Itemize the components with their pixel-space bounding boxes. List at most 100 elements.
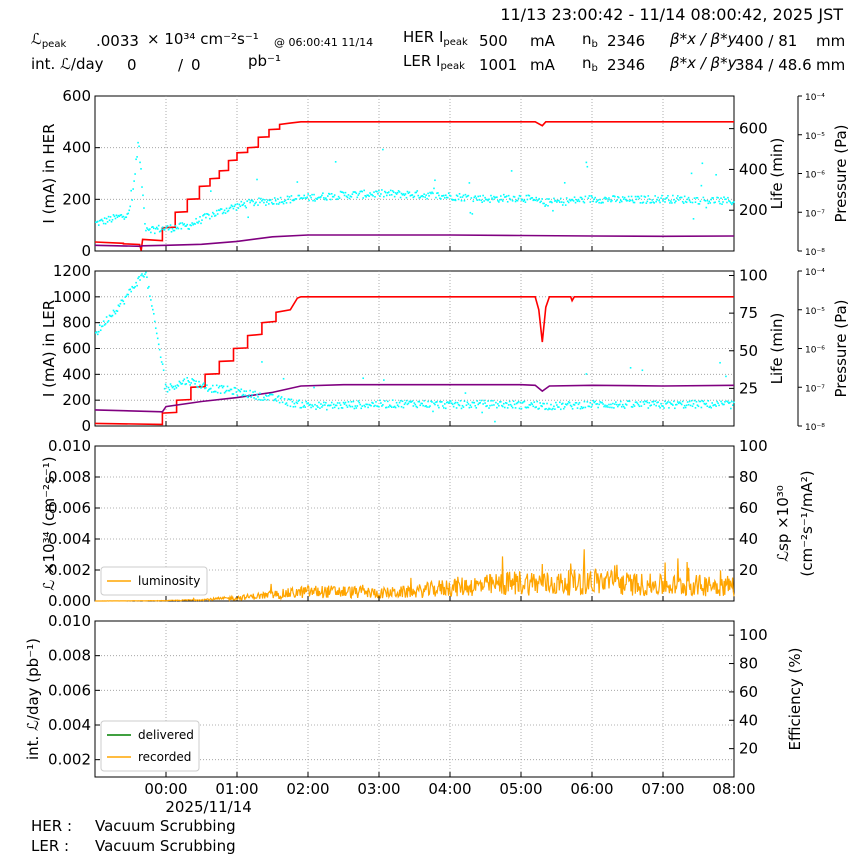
pressure-point bbox=[270, 201, 273, 204]
pressure-point bbox=[658, 199, 660, 202]
pressure-point bbox=[394, 406, 397, 409]
pressure-point bbox=[184, 225, 187, 227]
pressure-point bbox=[239, 205, 242, 208]
pressure-point bbox=[166, 390, 169, 393]
pressure-point bbox=[574, 402, 577, 404]
pressure-point bbox=[471, 213, 474, 215]
pressure-point bbox=[189, 384, 191, 386]
pressure-point bbox=[602, 201, 604, 204]
pressure-point bbox=[639, 401, 642, 403]
pressure-point bbox=[426, 406, 428, 408]
pressure-point bbox=[437, 192, 439, 194]
pressure-point bbox=[236, 203, 239, 205]
pressure-point bbox=[640, 195, 643, 197]
pressure-point bbox=[186, 376, 189, 379]
pressure-point bbox=[577, 198, 580, 201]
pressure-point bbox=[626, 400, 629, 402]
pressure-point bbox=[319, 196, 321, 199]
pressure-point bbox=[573, 404, 576, 406]
pressure-point bbox=[717, 402, 719, 405]
pressure-point bbox=[500, 195, 502, 197]
pressure-point bbox=[458, 404, 461, 407]
pressure-point bbox=[100, 325, 103, 328]
pressure-point bbox=[373, 191, 375, 193]
pressure-point bbox=[480, 399, 482, 402]
pressure-point bbox=[523, 400, 526, 403]
pressure-point bbox=[181, 222, 184, 224]
pressure-point bbox=[677, 199, 680, 201]
pressure-point bbox=[446, 401, 449, 403]
pressure-point bbox=[330, 401, 333, 404]
pressure-point bbox=[291, 400, 294, 403]
pressure-point bbox=[531, 403, 534, 406]
footer-her-status: Vacuum Scrubbing bbox=[95, 817, 236, 835]
pressure-point bbox=[648, 198, 651, 200]
pressure-point bbox=[469, 404, 472, 407]
pressure-point bbox=[411, 194, 414, 196]
pressure-point bbox=[585, 373, 588, 375]
pressure-point bbox=[624, 198, 627, 201]
pressure-point bbox=[264, 398, 266, 401]
pressure-point bbox=[656, 401, 658, 404]
pressure-point bbox=[276, 396, 279, 398]
ler-ipeak-label: LER Ipeak bbox=[403, 52, 465, 72]
pressure-point bbox=[335, 198, 338, 201]
pressure-point bbox=[145, 229, 147, 232]
ler-ipeak-value: 1001 bbox=[479, 56, 518, 74]
int-lumi-recorded: 0 bbox=[191, 56, 201, 74]
pressure-point bbox=[165, 226, 168, 228]
pressure-point bbox=[97, 224, 100, 226]
pressure-point bbox=[509, 198, 512, 201]
y-tick-label: 0.004 bbox=[48, 530, 91, 548]
pressure-point bbox=[169, 383, 172, 385]
pressure-point bbox=[483, 200, 485, 202]
pressure-point bbox=[666, 196, 668, 199]
pressure-point bbox=[544, 408, 546, 411]
pressure-point bbox=[398, 191, 401, 193]
pressure-point bbox=[177, 227, 180, 230]
pressure-point bbox=[690, 172, 693, 175]
pressure-point bbox=[584, 195, 587, 198]
pressure-point bbox=[232, 393, 235, 395]
pressure-point bbox=[638, 405, 641, 408]
pressure-point bbox=[217, 386, 220, 389]
pressure-point bbox=[442, 405, 444, 407]
pressure-point bbox=[110, 220, 113, 223]
pressure-point bbox=[293, 402, 296, 405]
pressure-point bbox=[702, 196, 705, 199]
pressure-point bbox=[652, 201, 655, 203]
ler-current-unit: mA bbox=[530, 56, 555, 74]
pressure-point bbox=[649, 201, 652, 204]
pressure-point bbox=[727, 196, 729, 199]
pressure-point bbox=[436, 192, 438, 195]
pressure-point bbox=[143, 207, 145, 209]
pressure-point bbox=[650, 404, 653, 407]
pressure-point bbox=[542, 202, 544, 205]
plot-frame-HER bbox=[94, 95, 735, 252]
pressure-point bbox=[359, 190, 362, 193]
pressure-point bbox=[540, 200, 542, 203]
pressure-point bbox=[488, 407, 490, 409]
her-current-unit: mA bbox=[530, 32, 555, 50]
pressure-point bbox=[213, 390, 216, 393]
pressure-point bbox=[236, 394, 239, 397]
pressure-point bbox=[630, 195, 633, 198]
y-tick-label: 600 bbox=[62, 87, 91, 105]
pressure-point bbox=[204, 213, 206, 215]
pressure-point bbox=[480, 199, 482, 202]
pressure-point bbox=[162, 369, 165, 372]
pressure-point bbox=[138, 145, 140, 148]
x-tick-label: 00:00 bbox=[144, 780, 187, 798]
pressure-point bbox=[361, 190, 364, 193]
pressure-point bbox=[507, 194, 510, 197]
pressure-point bbox=[599, 198, 601, 201]
pressure-point bbox=[653, 202, 655, 204]
pressure-point bbox=[304, 197, 306, 199]
pressure-point bbox=[716, 400, 718, 403]
pressure-point bbox=[607, 200, 609, 202]
pressure-point bbox=[582, 200, 585, 203]
pressure-point bbox=[503, 406, 506, 409]
pressure-point bbox=[373, 405, 375, 408]
pressure-point bbox=[484, 402, 486, 404]
pressure-point bbox=[709, 202, 712, 204]
